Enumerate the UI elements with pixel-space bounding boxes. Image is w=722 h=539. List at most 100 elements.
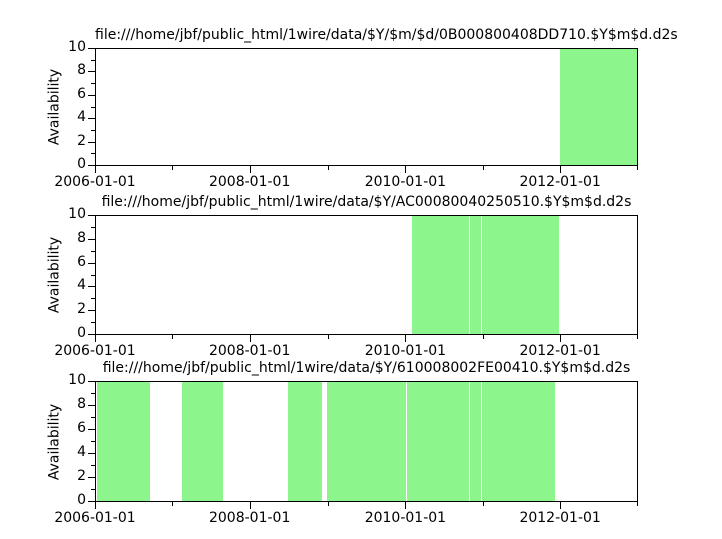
y-major-tick-mark — [88, 94, 95, 96]
x-tick-label: 2008-01-01 — [208, 343, 291, 359]
y-major-tick-mark — [88, 453, 95, 454]
x-tick-label: 2008-01-01 — [208, 510, 291, 526]
data-gap-line — [480, 216, 482, 334]
availability-interval — [96, 382, 150, 501]
y-major-tick-mark — [88, 262, 95, 264]
y-tick-label: 8 — [77, 396, 86, 412]
x-major-tick-mark — [405, 166, 407, 173]
y-major-tick-mark — [88, 118, 95, 120]
y-minor-tick-mark — [91, 250, 95, 252]
x-minor-tick-mark — [327, 166, 329, 170]
y-major-tick-mark — [88, 477, 95, 478]
x-tick-label: 2010-01-01 — [364, 510, 447, 526]
x-tick-label: 2006-01-01 — [54, 510, 136, 526]
y-minor-tick-mark — [91, 274, 95, 276]
y-tick-label: 0 — [77, 156, 86, 172]
y-minor-tick-mark — [91, 298, 95, 300]
y-tick-label: 4 — [77, 277, 86, 294]
y-tick-label: 0 — [77, 325, 86, 341]
x-tick-label: 2008-01-01 — [208, 174, 291, 190]
x-major-tick-mark — [560, 335, 562, 342]
y-minor-tick-mark — [91, 489, 95, 490]
y-minor-tick-mark — [91, 393, 95, 394]
chart-title: file:///home/jbf/public_html/1wire/data/… — [102, 360, 631, 376]
x-minor-tick-mark — [636, 335, 638, 339]
availability-interval — [327, 382, 556, 501]
data-gap-line — [468, 216, 470, 334]
plot-area — [95, 48, 638, 166]
y-minor-tick-mark — [91, 129, 95, 131]
y-tick-label: 4 — [77, 109, 86, 126]
y-major-tick-mark — [88, 48, 95, 49]
chart-title: file:///home/jbf/public_html/1wire/data/… — [95, 27, 678, 43]
x-tick-label: 2012-01-01 — [519, 510, 601, 526]
y-minor-tick-mark — [91, 153, 95, 155]
y-minor-tick-mark — [91, 226, 95, 228]
x-tick-label: 2006-01-01 — [54, 174, 136, 190]
y-tick-label: 2 — [77, 132, 86, 149]
y-tick-label: 2 — [77, 468, 86, 484]
y-major-tick-mark — [88, 429, 95, 430]
x-major-tick-mark — [95, 166, 96, 173]
x-major-tick-mark — [405, 502, 407, 509]
x-major-tick-mark — [95, 335, 96, 342]
x-minor-tick-mark — [636, 502, 638, 506]
y-tick-label: 4 — [77, 444, 86, 460]
y-major-tick-mark — [88, 334, 95, 335]
y-major-tick-mark — [88, 165, 95, 166]
x-major-tick-mark — [249, 335, 251, 342]
plot-area — [95, 381, 638, 502]
x-minor-tick-mark — [482, 166, 484, 170]
x-major-tick-mark — [560, 166, 562, 173]
y-major-tick-mark — [88, 141, 95, 143]
y-tick-label: 10 — [68, 39, 86, 55]
y-tick-label: 10 — [68, 372, 86, 388]
y-minor-tick-mark — [91, 83, 95, 85]
x-tick-label: 2006-01-01 — [54, 343, 136, 359]
availability-interval — [288, 382, 323, 501]
y-tick-label: 2 — [77, 301, 86, 318]
x-major-tick-mark — [405, 335, 407, 342]
x-minor-tick-mark — [327, 335, 329, 339]
y-tick-label: 6 — [77, 253, 86, 270]
x-tick-label: 2010-01-01 — [364, 343, 447, 359]
availability-interval — [411, 216, 560, 334]
y-major-tick-mark — [88, 381, 95, 382]
x-minor-tick-mark — [482, 335, 484, 339]
y-minor-tick-mark — [91, 441, 95, 442]
availability-interval — [560, 49, 637, 165]
y-minor-tick-mark — [91, 106, 95, 108]
y-tick-label: 6 — [77, 85, 86, 102]
y-minor-tick-mark — [91, 59, 95, 61]
x-minor-tick-mark — [636, 166, 638, 170]
x-minor-tick-mark — [327, 502, 329, 506]
x-major-tick-mark — [249, 502, 251, 509]
x-minor-tick-mark — [172, 502, 174, 506]
y-tick-label: 8 — [77, 62, 86, 79]
x-tick-label: 2012-01-01 — [519, 174, 601, 190]
chart-title: file:///home/jbf/public_html/1wire/data/… — [101, 194, 632, 210]
y-major-tick-mark — [88, 405, 95, 406]
x-major-tick-mark — [95, 502, 96, 509]
y-major-tick-mark — [88, 71, 95, 73]
y-minor-tick-mark — [91, 322, 95, 324]
y-major-tick-mark — [88, 286, 95, 288]
x-minor-tick-mark — [482, 502, 484, 506]
y-major-tick-mark — [88, 215, 95, 216]
y-minor-tick-mark — [91, 417, 95, 418]
data-gap-line — [480, 382, 482, 501]
y-tick-label: 10 — [68, 206, 86, 222]
x-major-tick-mark — [560, 502, 562, 509]
y-major-tick-mark — [88, 238, 95, 240]
y-tick-label: 8 — [77, 229, 86, 246]
y-major-tick-mark — [88, 310, 95, 312]
y-minor-tick-mark — [91, 465, 95, 466]
y-tick-label: 6 — [77, 420, 86, 436]
data-gap-line — [468, 382, 470, 501]
y-major-tick-mark — [88, 501, 95, 502]
x-tick-label: 2012-01-01 — [519, 343, 601, 359]
x-tick-label: 2010-01-01 — [364, 174, 447, 190]
data-gap-line — [405, 382, 407, 501]
plot-area — [95, 215, 638, 335]
